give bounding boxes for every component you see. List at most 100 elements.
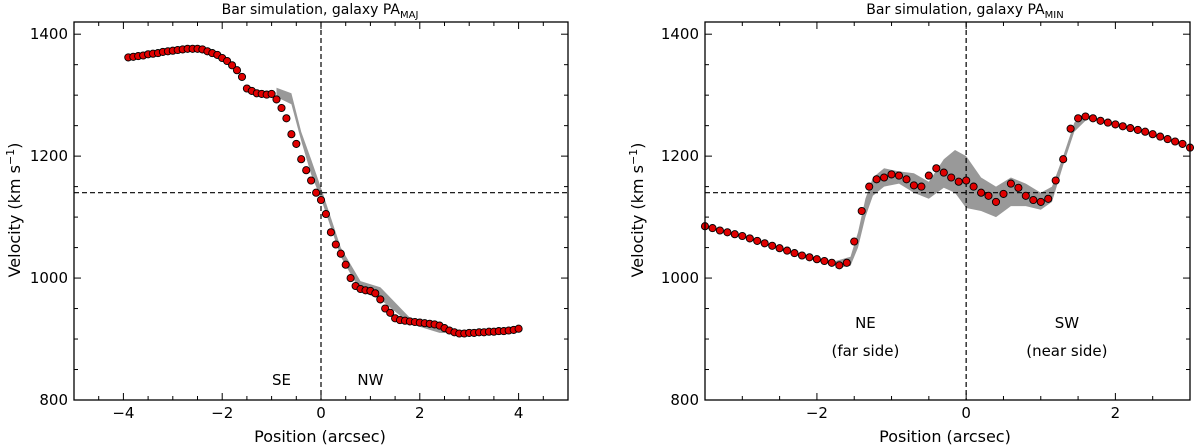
data-point: [760, 239, 769, 248]
data-point: [917, 182, 926, 191]
annotation-label: NW: [357, 371, 383, 389]
data-point: [1156, 132, 1165, 141]
data-point: [977, 188, 986, 197]
data-point: [865, 182, 874, 191]
data-point: [1163, 135, 1172, 144]
x-tick-label: 2: [1111, 404, 1121, 422]
x-axis-label: Position (arcsec): [879, 427, 1011, 446]
x-tick-label: 2: [415, 404, 425, 422]
data-point: [1178, 139, 1187, 148]
x-tick-label: 0: [961, 404, 971, 422]
data-point: [1148, 130, 1157, 139]
data-point: [954, 177, 963, 186]
y-tick-label: 1200: [30, 147, 68, 165]
y-tick-label: 1400: [30, 25, 68, 43]
data-point: [376, 295, 385, 304]
data-point: [790, 249, 799, 258]
data-point: [887, 170, 896, 179]
data-point: [730, 230, 739, 239]
uncertainty-band: [835, 112, 1086, 269]
data-point: [932, 164, 941, 173]
data-point: [1096, 116, 1105, 125]
data-point: [321, 209, 330, 219]
plot-frame: [704, 21, 1191, 401]
data-point: [715, 226, 724, 235]
data-point: [1074, 114, 1083, 123]
data-point: [223, 56, 232, 66]
data-point: [1036, 197, 1045, 206]
data-point: [857, 206, 866, 216]
data-point: [1006, 179, 1015, 188]
data-point: [326, 228, 335, 237]
data-point: [738, 231, 747, 241]
data-point: [1103, 118, 1112, 127]
data-point: [292, 139, 301, 148]
data-point: [745, 234, 754, 243]
data-point: [1044, 194, 1053, 203]
data-point: [1066, 124, 1075, 133]
y-tick-label: 1000: [30, 269, 68, 287]
data-point: [984, 191, 993, 200]
x-tick-label: −2: [806, 404, 828, 422]
data-point: [316, 195, 326, 205]
data-point: [341, 260, 350, 269]
y-tick-label: 1000: [661, 269, 699, 287]
chart-title: Bar simulation, galaxy PAMAJ: [222, 2, 419, 21]
panel-minor-axis: Bar simulation, galaxy PAMIN Position (a…: [627, 2, 1195, 446]
x-axis-label: Position (arcsec): [254, 427, 386, 446]
data-point: [312, 188, 321, 197]
data-point: [902, 175, 911, 184]
annotation-label: SW: [1055, 314, 1080, 332]
annotation-label: (near side): [1026, 342, 1107, 360]
data-point: [228, 61, 237, 70]
data-point: [805, 253, 814, 262]
data-point: [812, 255, 821, 264]
data-point: [1141, 127, 1150, 136]
y-axis-label-close: ): [628, 143, 647, 149]
data-point: [991, 197, 1001, 206]
data-point: [1051, 176, 1060, 185]
y-axis-label: Velocity (km s−1): [627, 143, 647, 278]
y-tick-label: 1400: [661, 25, 699, 43]
x-tick-label: −4: [112, 404, 134, 422]
annotation-label: NE: [855, 314, 876, 332]
x-tick-label: 0: [316, 404, 326, 422]
data-point: [820, 256, 829, 266]
data-point: [297, 155, 306, 164]
data-point: [307, 176, 316, 185]
data-point: [1133, 125, 1142, 134]
y-tick-label: 1200: [661, 147, 699, 165]
data-point: [753, 236, 762, 245]
data-point: [336, 249, 345, 258]
y-tick-label: 800: [670, 391, 699, 409]
data-point: [1029, 195, 1038, 205]
annotation-label: SE: [272, 371, 291, 389]
data-point: [962, 176, 971, 185]
data-point: [267, 89, 276, 98]
title-subscript: MAJ: [400, 10, 418, 21]
data-point: [302, 166, 311, 175]
y-axis-label-superscript: −1: [627, 149, 640, 165]
data-point: [237, 72, 247, 81]
data-point: [880, 173, 889, 182]
data-point: [939, 168, 948, 177]
uncertainty-band: [276, 87, 470, 334]
title-subscript: MIN: [1045, 10, 1064, 21]
y-axis-label: Velocity (km s−1): [4, 143, 24, 278]
data-point: [1126, 124, 1135, 133]
data-point: [924, 171, 933, 180]
data-point: [947, 173, 956, 182]
y-axis-label-close: ): [5, 143, 24, 149]
data-point: [346, 274, 355, 283]
data-point: [1111, 120, 1120, 129]
data-point: [232, 66, 242, 75]
data-point: [381, 304, 390, 313]
annotation-label: (far side): [831, 342, 899, 360]
x-tick-label: −2: [211, 404, 233, 422]
data-point: [371, 289, 380, 298]
data-point: [969, 182, 978, 191]
data-point: [1059, 155, 1068, 164]
data-point: [872, 175, 881, 184]
chart-title: Bar simulation, galaxy PAMIN: [866, 2, 1063, 21]
